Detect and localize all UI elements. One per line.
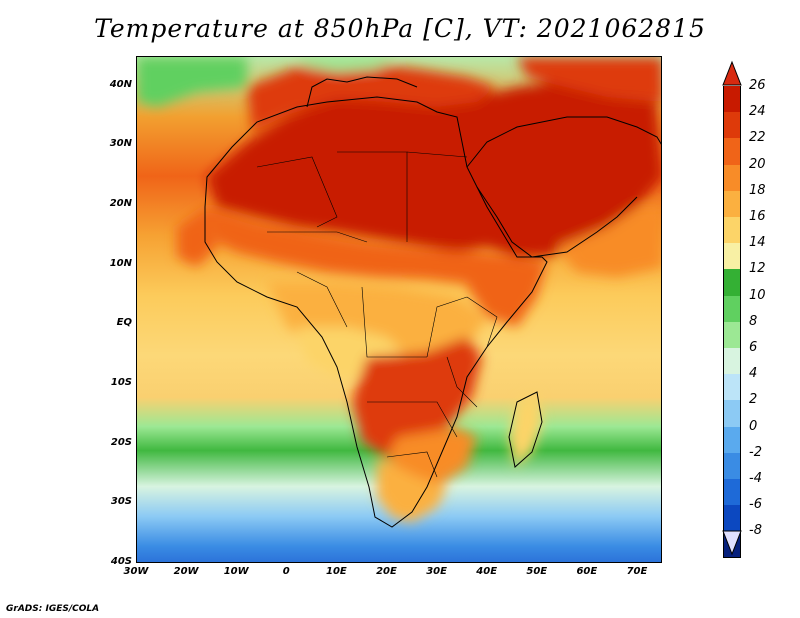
colorbar-label: -4: [749, 471, 762, 486]
lon-label: 20W: [173, 566, 199, 577]
lat-label: 40N: [109, 78, 132, 90]
lon-label: 0: [282, 566, 290, 577]
lon-label: 10W: [223, 566, 249, 577]
colorbar-segment: [723, 321, 741, 349]
colorbar-segment: [723, 452, 741, 480]
land-temperature-field: [137, 57, 661, 522]
colorbar-label: 16: [749, 209, 766, 224]
colorbar-label: 14: [749, 235, 766, 251]
colorbar-label: 6: [749, 340, 758, 355]
colorbar-label: 10: [749, 287, 766, 303]
colorbar-label: -2: [749, 444, 762, 460]
colorbar-segment: [723, 269, 741, 297]
lat-label: 40S: [110, 556, 132, 567]
lat-label: EQ: [116, 317, 132, 329]
colorbar-segment: [723, 138, 741, 166]
lon-label: 20E: [376, 566, 397, 577]
map-panel: [136, 56, 662, 563]
colorbar-under-arrow: [722, 530, 742, 556]
colorbar-label: 18: [749, 182, 766, 198]
colorbar-label: 4: [749, 366, 758, 382]
coastlines: [204, 76, 661, 528]
colorbar-label: 2: [749, 392, 758, 408]
colorbar-label: 24: [749, 104, 766, 120]
map-title: Temperature at 850hPa [C], VT: 202106281…: [94, 14, 706, 43]
colorbar-segment: [723, 479, 741, 506]
colorbar-segment: [723, 243, 741, 270]
lon-label: 70E: [626, 566, 648, 577]
colorbar-segment: [723, 112, 741, 139]
lat-label: 20S: [110, 436, 132, 448]
temperature-map: [137, 57, 661, 562]
colorbar-segment: [723, 374, 741, 401]
colorbar-segment: [723, 400, 741, 428]
lon-label: 60E: [576, 566, 598, 577]
lat-label: 30S: [110, 496, 132, 508]
colorbar-label: 22: [749, 130, 766, 146]
lon-label: 10E: [326, 566, 347, 577]
colorbar-label: 20: [749, 156, 766, 172]
colorbar-segment: [723, 86, 741, 113]
colorbar-label: 0: [749, 418, 758, 434]
colorbar-segment: [723, 348, 741, 375]
colorbar-segment: [723, 426, 741, 454]
colorbar-segment: [723, 164, 741, 192]
colorbar-label: -6: [749, 497, 762, 513]
colorbar-segment: [723, 295, 741, 323]
lat-label: 20N: [109, 198, 132, 210]
colorbar-label: 12: [749, 261, 766, 277]
lat-label: 10N: [109, 257, 132, 269]
lat-label: 10S: [110, 377, 132, 389]
lat-label: 30N: [109, 138, 132, 150]
colorbar-segment: [723, 217, 741, 244]
colorbar-segment: [723, 505, 741, 532]
lon-label: 30E: [426, 566, 447, 577]
colorbar-segment: [723, 190, 741, 218]
credit-text: GrADS: IGES/COLA: [6, 604, 100, 614]
colorbar-over-arrow: [722, 60, 742, 86]
lon-label: 30W: [123, 566, 149, 577]
lon-label: 50E: [526, 566, 548, 577]
colorbar-label: -8: [749, 523, 762, 539]
colorbar-label: 26: [749, 78, 766, 93]
lon-label: 40E: [476, 566, 498, 577]
colorbar-label: 8: [749, 313, 758, 329]
country-borders: [256, 151, 498, 478]
